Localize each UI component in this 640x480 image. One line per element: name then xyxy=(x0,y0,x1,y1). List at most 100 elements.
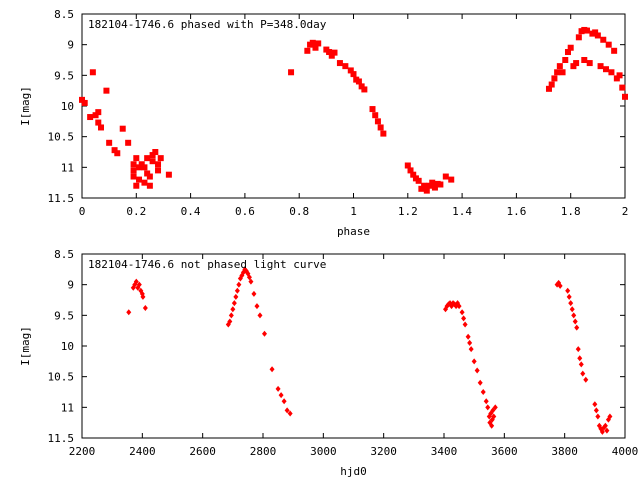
y-tick-label: 8.5 xyxy=(54,248,74,261)
x-tick-label: 3400 xyxy=(431,445,458,458)
data-point xyxy=(571,312,577,319)
data-point xyxy=(149,158,156,165)
data-point xyxy=(491,413,497,420)
data-point xyxy=(565,287,571,294)
data-point xyxy=(602,422,608,429)
data-point xyxy=(125,139,132,146)
data-point xyxy=(410,171,417,178)
plot-title: 182104-1746.6 not phased light curve xyxy=(88,258,326,271)
data-point xyxy=(231,300,237,307)
data-point xyxy=(572,318,578,325)
data-point xyxy=(551,75,558,82)
data-point xyxy=(287,410,293,417)
data-point xyxy=(234,287,240,294)
data-point xyxy=(418,185,425,192)
data-point xyxy=(604,427,610,434)
data-point xyxy=(269,366,275,373)
data-point xyxy=(592,29,599,36)
y-tick-label: 9 xyxy=(67,39,74,52)
data-point xyxy=(347,67,354,74)
data-point xyxy=(309,39,316,46)
data-point xyxy=(152,149,159,155)
data-point xyxy=(566,293,572,300)
data-point xyxy=(459,309,465,316)
data-point xyxy=(248,278,254,285)
data-point xyxy=(377,124,384,131)
y-tick-label: 10 xyxy=(61,100,74,113)
data-point xyxy=(251,290,257,297)
data-point xyxy=(315,40,322,47)
data-point xyxy=(374,118,381,125)
data-point xyxy=(467,339,473,346)
data-point xyxy=(461,315,467,322)
y-tick-label: 11 xyxy=(61,401,74,414)
data-point xyxy=(130,161,137,168)
data-point xyxy=(262,330,268,337)
x-axis-ticks: 0 0.2 0.4 0.6 0.8 1 1.2 1.4 1.6 1.8 2 xyxy=(79,14,628,218)
data-point xyxy=(593,407,599,414)
data-point xyxy=(114,150,121,157)
data-point xyxy=(95,109,102,116)
data-point xyxy=(133,278,139,285)
data-point xyxy=(146,173,153,180)
data-point xyxy=(328,52,335,59)
x-tick-label: 1.8 xyxy=(561,205,581,218)
x-axis-label: hjd0 xyxy=(340,465,367,478)
data-point xyxy=(106,139,113,146)
data-point xyxy=(257,312,263,319)
data-point xyxy=(119,125,126,132)
data-point xyxy=(429,179,436,186)
data-point xyxy=(605,41,612,48)
data-point xyxy=(554,69,561,76)
data-point xyxy=(246,274,252,281)
data-point xyxy=(275,385,281,392)
data-point xyxy=(126,309,132,316)
x-tick-label: 1.6 xyxy=(506,205,526,218)
data-point xyxy=(155,161,162,168)
data-point xyxy=(155,167,162,174)
data-point xyxy=(133,182,140,189)
y-tick-label: 11.5 xyxy=(48,432,75,445)
data-point xyxy=(471,358,477,365)
y-tick-label: 11 xyxy=(61,161,74,174)
data-point xyxy=(140,293,146,300)
data-point xyxy=(136,176,143,183)
data-point xyxy=(278,392,284,399)
data-point xyxy=(355,78,362,85)
data-point xyxy=(142,304,148,311)
x-tick-label: 0 xyxy=(79,205,86,218)
data-point xyxy=(556,63,563,70)
data-point xyxy=(586,60,593,67)
data-point xyxy=(607,413,613,420)
x-axis-label: phase xyxy=(337,225,370,238)
data-point xyxy=(578,361,584,368)
data-point xyxy=(583,27,590,34)
data-point xyxy=(474,367,480,374)
x-tick-label: 2400 xyxy=(129,445,156,458)
y-axis-ticks: 8.5 9 9.5 10 10.5 11 11.5 xyxy=(48,248,625,445)
data-point xyxy=(230,306,236,313)
data-point xyxy=(281,398,287,405)
data-point xyxy=(569,306,575,313)
data-point xyxy=(227,318,233,325)
phased-light-curve-plot: 8.5 9 9.5 10 10.5 11 11.5 0 0.2 0.4 0.6 0.8 1 1.2 1.4… xyxy=(19,8,628,238)
x-tick-label: 0.6 xyxy=(235,205,255,218)
data-point xyxy=(600,36,607,43)
x-tick-label: 0.8 xyxy=(289,205,309,218)
data-point xyxy=(146,182,153,189)
plot-frame xyxy=(81,253,626,439)
data-point xyxy=(465,333,471,340)
x-tick-label: 1 xyxy=(350,205,357,218)
x-tick-label: 2200 xyxy=(69,445,96,458)
data-point xyxy=(149,152,156,159)
data-point xyxy=(611,47,618,54)
data-point xyxy=(622,93,628,100)
y-tick-label: 10.5 xyxy=(48,371,75,384)
data-point xyxy=(236,281,242,288)
y-tick-label: 8.5 xyxy=(54,8,74,21)
data-points xyxy=(79,26,628,194)
data-point xyxy=(87,114,94,121)
data-point xyxy=(581,57,588,63)
data-point xyxy=(358,83,365,90)
